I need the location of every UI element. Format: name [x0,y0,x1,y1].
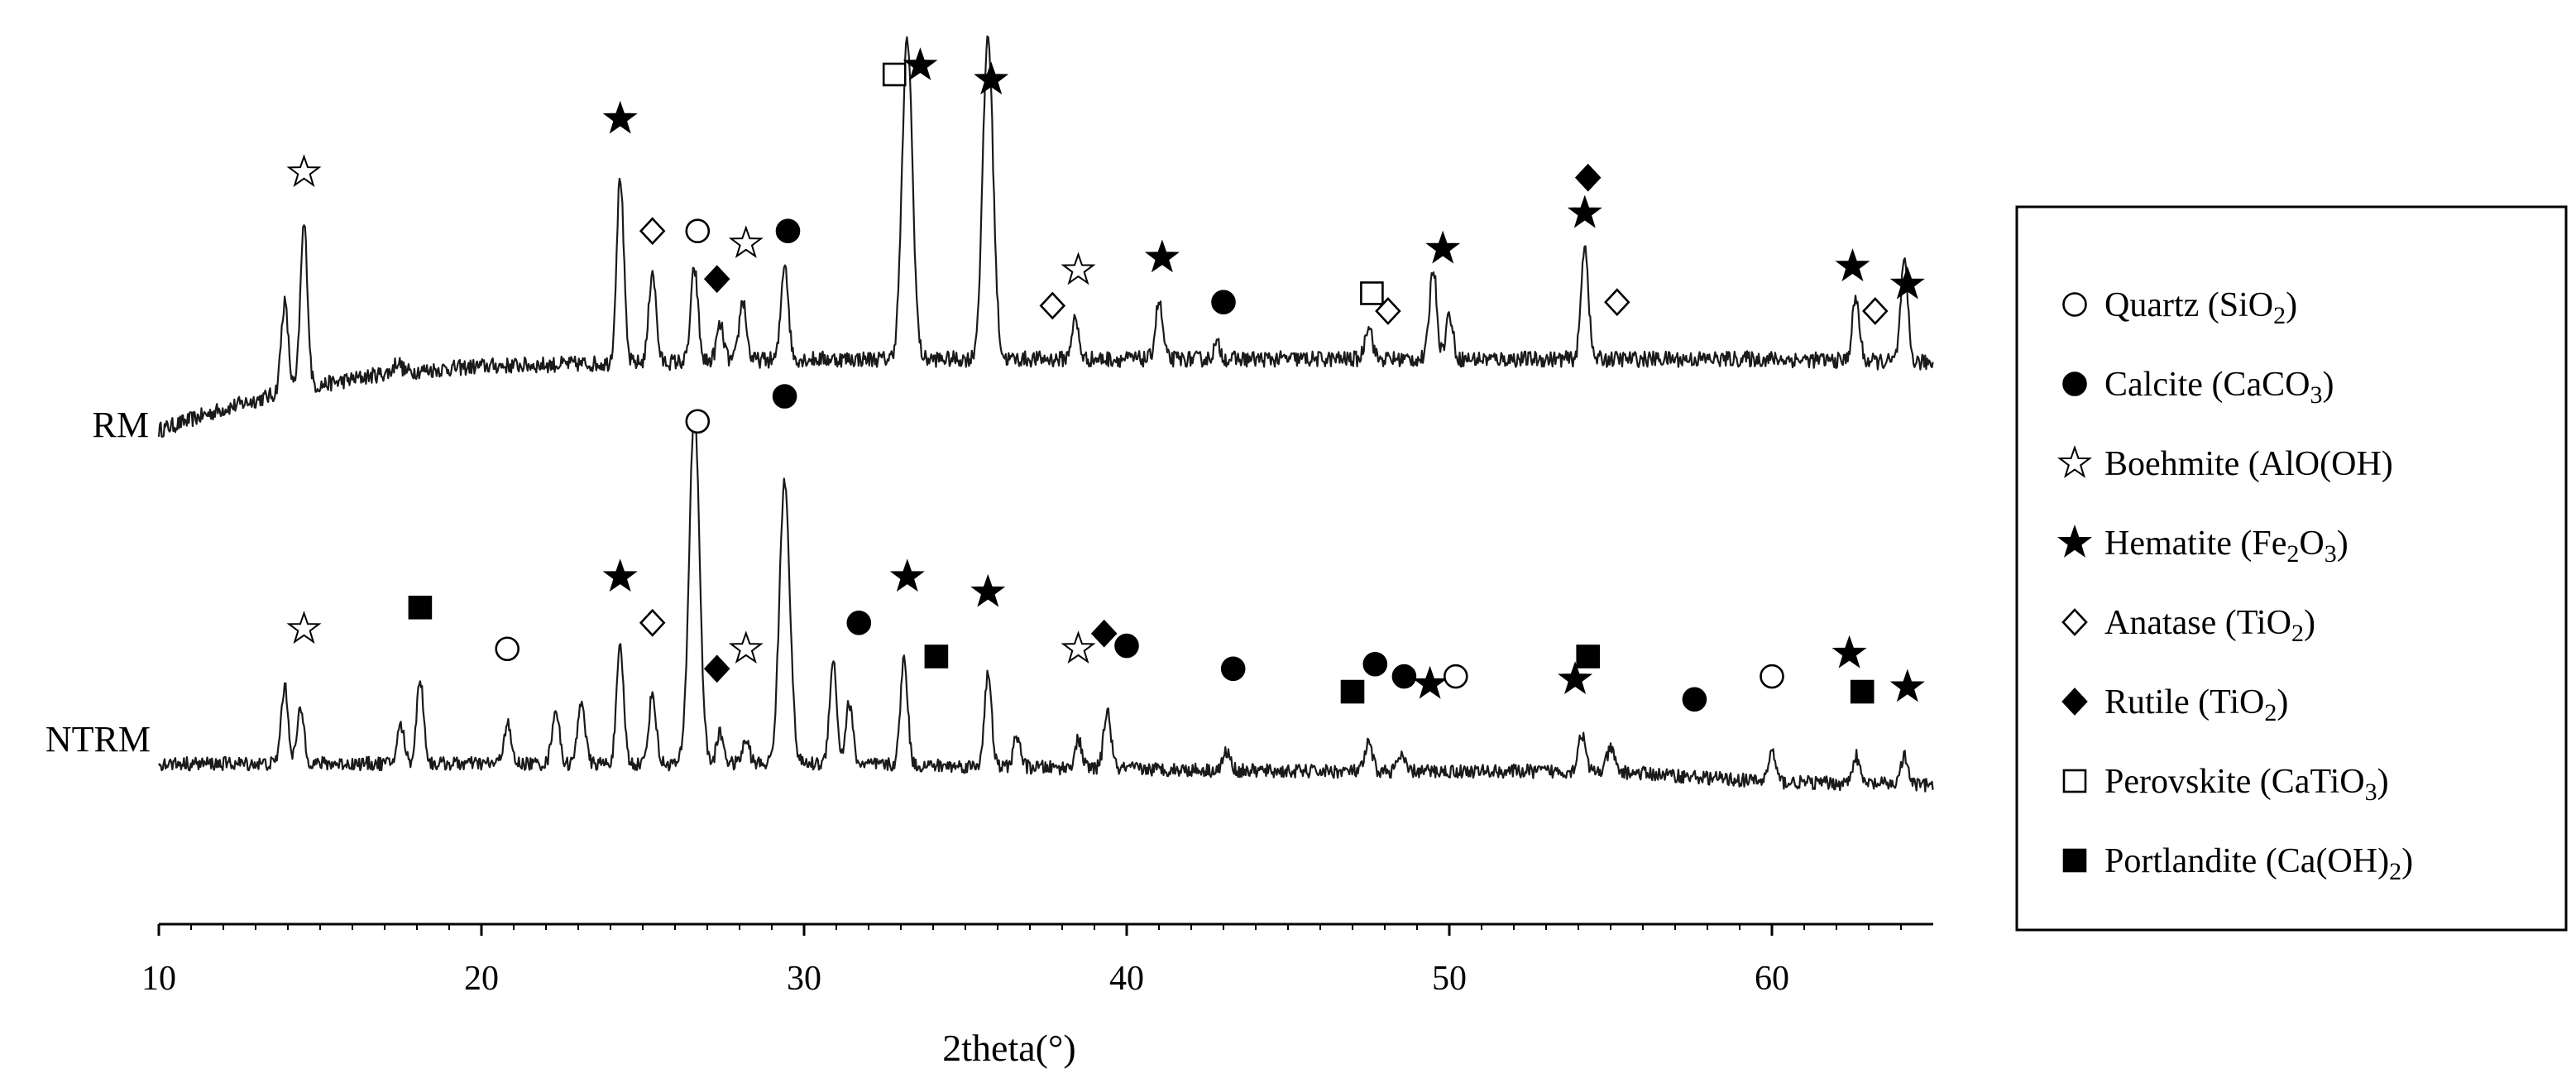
series-label-ntrm: NTRM [45,719,151,760]
trace-ntrm [158,411,1934,793]
legend-circle-filled-icon [2062,371,2087,396]
marker-calcite [1114,633,1139,659]
marker-hematite [1412,665,1448,699]
marker-hematite [1835,248,1870,282]
legend-label-rutile: Rutile (TiO2) [2104,683,2288,726]
marker-calcite [1220,656,1246,682]
x-tick-label: 60 [1755,960,1789,998]
legend-label-portlandite: Portlandite (Ca(OH)2) [2104,842,2413,885]
marker-quartz [495,636,520,662]
marker-boehmite [728,225,764,259]
marker-hematite [1558,661,1593,695]
legend-diamond-open-icon [2061,608,2088,636]
marker-hematite [1889,668,1925,702]
marker-portlandite [1576,645,1600,668]
series-label-rm: RM [93,405,149,445]
marker-hematite [1831,635,1867,668]
legend-label-hematite: Hematite (Fe2O3) [2104,525,2349,568]
legend-star-filled-icon [2056,524,2093,558]
marker-quartz [1760,664,1784,689]
marker-portlandite [1850,679,1875,704]
marker-portlandite [408,595,433,620]
marker-boehmite [286,154,322,188]
marker-boehmite [286,611,322,645]
x-axis-title: 2theta(°) [942,1027,1075,1069]
legend-label-anatase: Anatase (TiO2) [2104,604,2315,647]
legend-diamond-filled-icon [2061,688,2088,716]
marker-anatase [639,217,666,246]
marker-quartz [685,218,711,244]
marker-anatase [1604,288,1630,317]
legend-items: Quartz (SiO2) Calcite (CaCO3) Boehmite (Al… [2056,286,2413,885]
x-tick-label: 10 [141,960,176,998]
marker-hematite [970,573,1006,607]
marker-portlandite [924,645,949,668]
x-tick-label: 50 [1432,960,1467,998]
marker-calcite [1682,687,1707,712]
marker-calcite [772,384,797,409]
marker-hematite [1144,239,1180,273]
legend-star-open-icon [2056,444,2093,478]
marker-hematite [974,61,1009,95]
marker-boehmite [1061,252,1096,285]
legend-square-open-icon [2062,769,2087,793]
marker-anatase [1039,291,1066,320]
legend-label-boehmite: Boehmite (AlO(OH) [2104,445,2393,483]
marker-calcite [1391,664,1417,689]
x-tick-label: 40 [1109,960,1144,998]
marker-hematite [1889,266,1925,300]
trace-rm [157,35,1934,438]
x-tick-label: 30 [787,960,821,998]
marker-perovskite [882,62,907,87]
legend-label-calcite: Calcite (CaCO3) [2104,366,2334,409]
marker-anatase [1862,297,1889,325]
x-axis-ticks: 10 20 30 40 50 60 [141,924,1902,998]
marker-anatase [639,608,666,637]
legend-box [2015,205,2568,932]
series-labels: RM NTRM [45,405,151,760]
x-tick-label: 20 [464,960,499,998]
marker-perovskite [1360,281,1384,305]
marker-anatase [1375,297,1401,325]
marker-hematite [602,558,638,592]
marker-rutile [703,654,730,683]
legend: Quartz (SiO2) Calcite (CaCO3) Boehmite (Al… [2015,205,2568,932]
marker-rutile [703,265,730,294]
legend-label-perovskite: Perovskite (CaTiO3) [2104,763,2389,806]
pattern-traces [157,35,1934,793]
marker-quartz [1444,664,1468,689]
legend-label-quartz: Quartz (SiO2) [2104,286,2297,329]
marker-hematite [889,558,925,592]
marker-quartz [685,409,711,434]
marker-calcite [846,610,872,635]
marker-calcite [1362,651,1388,677]
marker-rutile [1574,163,1602,192]
marker-hematite [903,47,938,81]
marker-portlandite [1340,679,1365,704]
marker-boehmite [728,630,764,664]
marker-hematite [1567,194,1602,228]
marker-calcite [1211,290,1236,315]
phase-markers [286,47,1925,712]
marker-hematite [602,100,638,134]
marker-boehmite [1061,630,1096,664]
legend-square-filled-icon [2062,848,2087,873]
legend-circle-open-icon [2062,292,2087,317]
marker-rutile [1090,619,1118,648]
marker-hematite [1425,230,1461,264]
marker-calcite [775,218,801,244]
x-axis: 10 20 30 40 50 60 2theta(°) [141,922,1933,1069]
